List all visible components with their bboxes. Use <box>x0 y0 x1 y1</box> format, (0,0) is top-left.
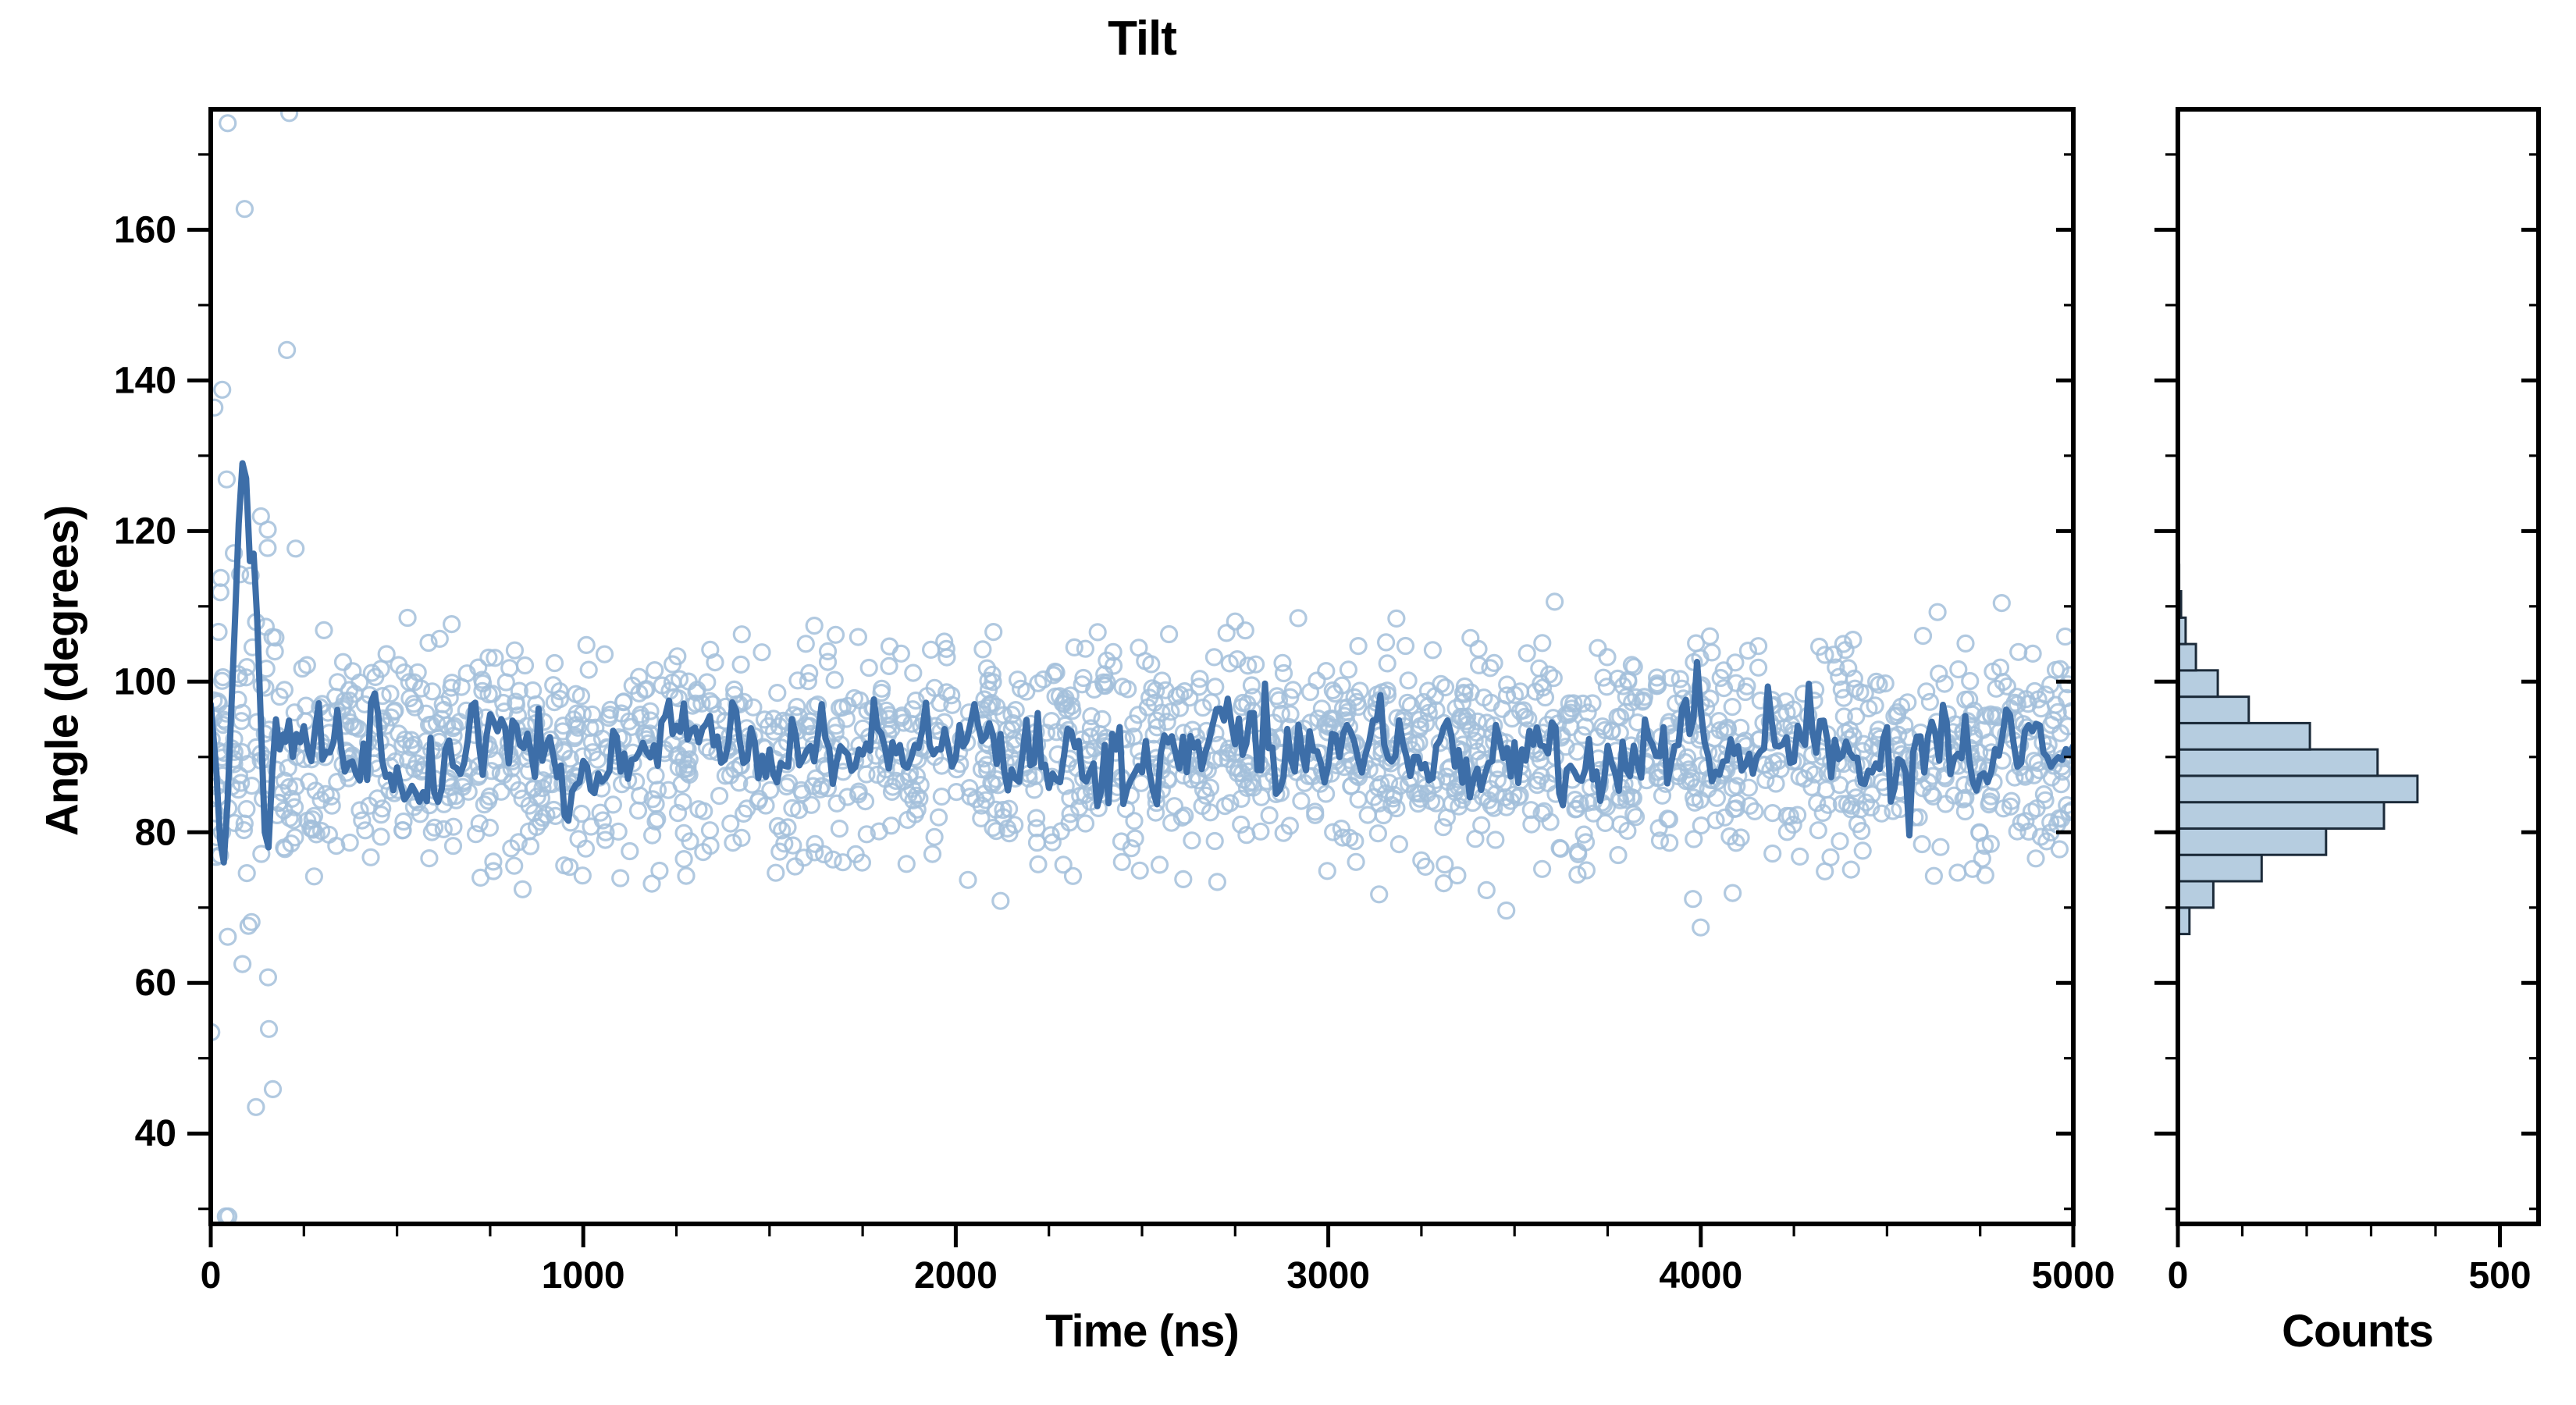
hist-tick-labels: 0 500 <box>2168 1255 2532 1297</box>
histogram-bars <box>2178 564 2419 936</box>
svg-text:120: 120 <box>114 510 176 552</box>
svg-text:0: 0 <box>2168 1255 2189 1297</box>
main-ticks <box>187 153 2076 1247</box>
svg-text:100: 100 <box>114 661 176 702</box>
x-axis-label: Time (ns) <box>1045 1306 1240 1357</box>
svg-text:40: 40 <box>135 1113 176 1154</box>
svg-text:140: 140 <box>114 360 176 401</box>
hist-ticks <box>2154 153 2539 1247</box>
svg-text:5000: 5000 <box>2032 1255 2115 1297</box>
svg-text:3000: 3000 <box>1286 1255 1370 1297</box>
svg-text:60: 60 <box>135 962 176 1004</box>
chart-title: Tilt <box>1108 12 1177 66</box>
svg-text:80: 80 <box>135 812 176 853</box>
svg-text:0: 0 <box>201 1255 222 1297</box>
svg-text:4000: 4000 <box>1659 1255 1742 1297</box>
main-tick-labels: 0 1000 2000 3000 4000 5000 40 60 80 100 120 140 160 <box>114 209 2115 1297</box>
mean-line <box>211 460 2073 866</box>
y-axis-label: Angle (degrees) <box>37 505 88 837</box>
hist-x-axis-label: Counts <box>2282 1306 2434 1357</box>
svg-text:1000: 1000 <box>542 1255 625 1297</box>
svg-text:2000: 2000 <box>914 1255 998 1297</box>
svg-text:160: 160 <box>114 209 176 251</box>
scatter-points <box>211 109 2073 1224</box>
svg-text:500: 500 <box>2468 1255 2531 1297</box>
